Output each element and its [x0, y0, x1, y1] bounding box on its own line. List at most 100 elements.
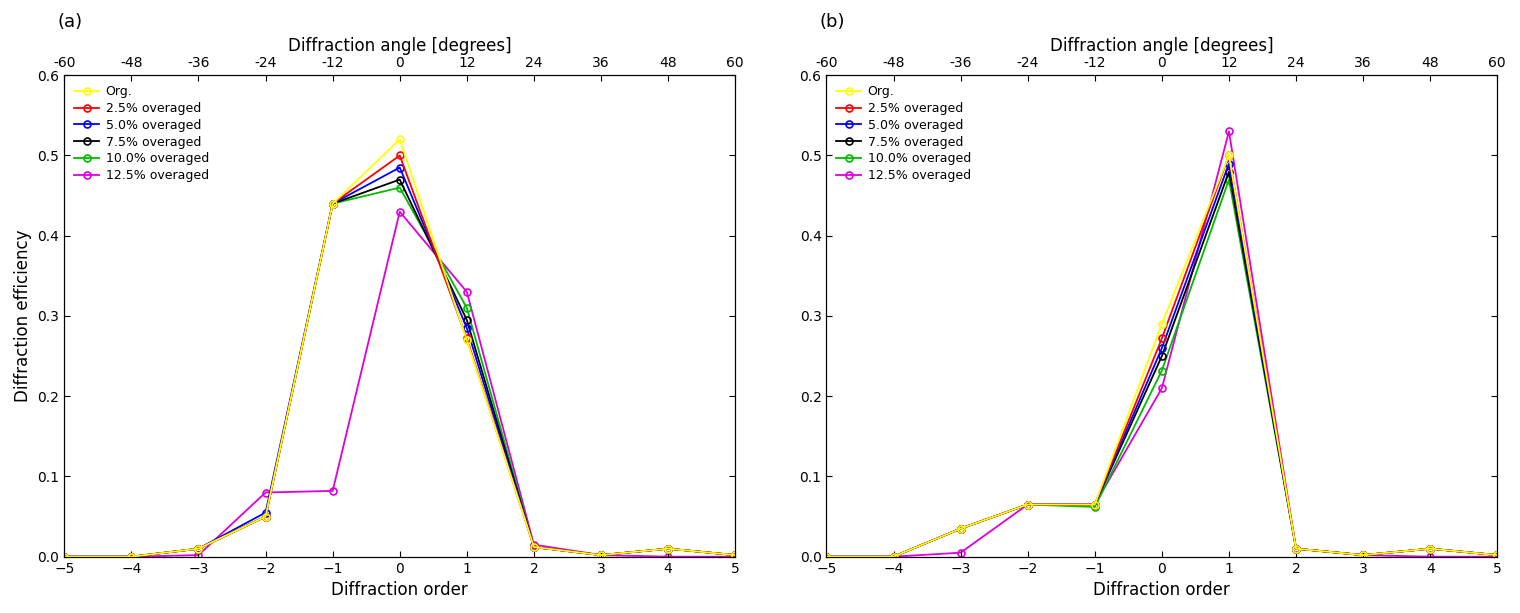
- 12.5% overaged: [55, 553, 73, 560]
- 10.0% overaged: [885, 553, 903, 560]
- Org.: [122, 553, 140, 560]
- Org.: [591, 552, 610, 559]
- 2.5% overaged: [1152, 335, 1170, 342]
- 2.5% overaged: [885, 553, 903, 560]
- 2.5% overaged: [391, 152, 409, 159]
- 2.5% overaged: [727, 552, 745, 559]
- Line: 2.5% overaged: 2.5% overaged: [61, 152, 739, 560]
- 10.0% overaged: [1085, 503, 1104, 511]
- 7.5% overaged: [391, 176, 409, 183]
- 2.5% overaged: [1018, 501, 1037, 508]
- 2.5% overaged: [122, 553, 140, 560]
- 10.0% overaged: [1421, 545, 1439, 552]
- 10.0% overaged: [55, 553, 73, 560]
- 10.0% overaged: [727, 552, 745, 559]
- 5.0% overaged: [1152, 345, 1170, 352]
- Legend: Org., 2.5% overaged, 5.0% overaged, 7.5% overaged, 10.0% overaged, 12.5% overage: Org., 2.5% overaged, 5.0% overaged, 7.5%…: [833, 82, 974, 186]
- 10.0% overaged: [591, 552, 610, 559]
- X-axis label: Diffraction angle [degrees]: Diffraction angle [degrees]: [287, 37, 512, 55]
- 2.5% overaged: [55, 553, 73, 560]
- Org.: [1287, 545, 1306, 552]
- 5.0% overaged: [458, 324, 476, 332]
- 10.0% overaged: [1488, 552, 1506, 559]
- Org.: [1085, 501, 1104, 508]
- 7.5% overaged: [324, 200, 342, 207]
- 10.0% overaged: [818, 553, 836, 560]
- 10.0% overaged: [324, 200, 342, 207]
- 12.5% overaged: [1421, 553, 1439, 560]
- 5.0% overaged: [1085, 501, 1104, 508]
- 12.5% overaged: [660, 553, 678, 560]
- Line: 10.0% overaged: 10.0% overaged: [61, 184, 739, 560]
- 2.5% overaged: [952, 525, 970, 532]
- Text: (b): (b): [819, 13, 845, 31]
- 10.0% overaged: [190, 545, 208, 552]
- 10.0% overaged: [660, 545, 678, 552]
- Org.: [660, 545, 678, 552]
- 2.5% overaged: [190, 545, 208, 552]
- 5.0% overaged: [391, 164, 409, 171]
- Org.: [1018, 501, 1037, 508]
- 10.0% overaged: [1221, 176, 1239, 183]
- 7.5% overaged: [122, 553, 140, 560]
- 5.0% overaged: [591, 552, 610, 559]
- 12.5% overaged: [1085, 501, 1104, 508]
- 10.0% overaged: [391, 184, 409, 191]
- 5.0% overaged: [1018, 501, 1037, 508]
- 10.0% overaged: [458, 304, 476, 311]
- 7.5% overaged: [55, 553, 73, 560]
- 12.5% overaged: [1354, 552, 1373, 559]
- 5.0% overaged: [55, 553, 73, 560]
- 5.0% overaged: [1421, 545, 1439, 552]
- Org.: [190, 545, 208, 552]
- Org.: [1421, 545, 1439, 552]
- 7.5% overaged: [257, 513, 275, 520]
- 12.5% overaged: [190, 552, 208, 559]
- Text: (a): (a): [58, 13, 82, 31]
- 2.5% overaged: [458, 335, 476, 342]
- 7.5% overaged: [952, 525, 970, 532]
- Org.: [324, 200, 342, 207]
- 5.0% overaged: [1221, 160, 1239, 167]
- 12.5% overaged: [952, 549, 970, 557]
- 12.5% overaged: [524, 541, 543, 549]
- Org.: [391, 135, 409, 143]
- X-axis label: Diffraction order: Diffraction order: [331, 581, 468, 599]
- 12.5% overaged: [885, 553, 903, 560]
- 5.0% overaged: [324, 200, 342, 207]
- 2.5% overaged: [1421, 545, 1439, 552]
- 10.0% overaged: [1152, 367, 1170, 374]
- Line: 2.5% overaged: 2.5% overaged: [822, 152, 1500, 560]
- 7.5% overaged: [1287, 545, 1306, 552]
- 7.5% overaged: [727, 552, 745, 559]
- Org.: [458, 337, 476, 344]
- 12.5% overaged: [257, 489, 275, 496]
- 5.0% overaged: [257, 509, 275, 516]
- 5.0% overaged: [660, 545, 678, 552]
- 10.0% overaged: [1018, 501, 1037, 508]
- 12.5% overaged: [1221, 128, 1239, 135]
- Legend: Org., 2.5% overaged, 5.0% overaged, 7.5% overaged, 10.0% overaged, 12.5% overage: Org., 2.5% overaged, 5.0% overaged, 7.5%…: [70, 82, 213, 186]
- 7.5% overaged: [591, 552, 610, 559]
- 12.5% overaged: [818, 553, 836, 560]
- 5.0% overaged: [952, 525, 970, 532]
- 12.5% overaged: [591, 552, 610, 559]
- 2.5% overaged: [591, 552, 610, 559]
- 10.0% overaged: [122, 553, 140, 560]
- Org.: [55, 553, 73, 560]
- 10.0% overaged: [1354, 552, 1373, 559]
- Line: 10.0% overaged: 10.0% overaged: [822, 176, 1500, 560]
- Org.: [257, 513, 275, 520]
- 5.0% overaged: [1287, 545, 1306, 552]
- Org.: [1354, 552, 1373, 559]
- 2.5% overaged: [818, 553, 836, 560]
- 10.0% overaged: [952, 525, 970, 532]
- Org.: [952, 525, 970, 532]
- Line: Org.: Org.: [61, 136, 739, 560]
- Org.: [524, 543, 543, 550]
- 2.5% overaged: [1221, 152, 1239, 159]
- 5.0% overaged: [885, 553, 903, 560]
- Line: 5.0% overaged: 5.0% overaged: [822, 160, 1500, 560]
- Org.: [1221, 152, 1239, 159]
- 5.0% overaged: [818, 553, 836, 560]
